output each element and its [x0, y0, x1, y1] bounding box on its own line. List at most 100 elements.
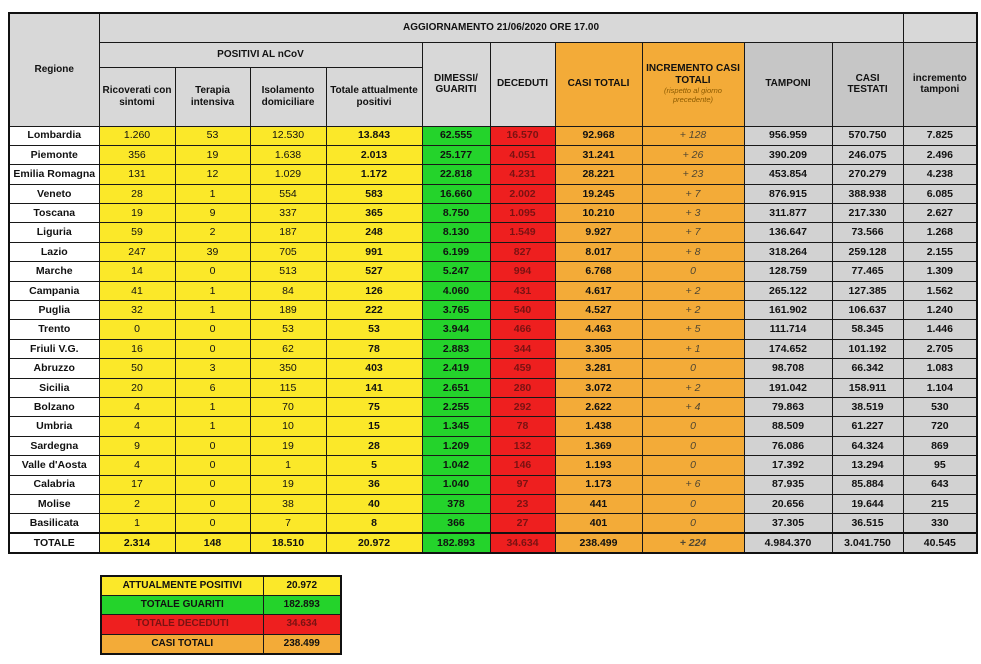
value-cell: + 23: [641, 164, 745, 185]
region-name-cell: Veneto: [8, 183, 100, 205]
value-cell: 0: [641, 493, 745, 515]
value-cell: 337: [249, 203, 327, 224]
value-cell: 23: [489, 493, 556, 515]
value-cell: 2.002: [489, 183, 556, 205]
value-cell: 9: [98, 435, 176, 457]
value-cell: + 5: [641, 319, 745, 340]
region-name-cell: Puglia: [8, 300, 100, 321]
summary-label: CASI TOTALI: [100, 633, 264, 655]
value-cell: 18.510: [249, 532, 327, 554]
incremento-casi-title: INCREMENTO CASI TOTALI: [646, 63, 740, 86]
value-cell: 1.240: [902, 300, 978, 321]
table-body: Lombardia 1.260 53 12.530 13.843 62.555 16.570…: [8, 125, 978, 554]
table-row: Friuli V.G. 16 0 62 78 2.883 344 3.305 + 1 174.65…: [8, 338, 978, 360]
region-name-cell: Lombardia: [8, 125, 100, 146]
value-cell: 32: [98, 300, 176, 321]
summary-row: TOTALE DECEDUTI 34.634: [100, 614, 342, 635]
value-cell: 161.902: [743, 300, 833, 321]
value-cell: 1.345: [421, 416, 491, 437]
summary-label: TOTALE GUARITI: [100, 594, 264, 616]
value-cell: 19: [249, 435, 327, 457]
value-cell: 540: [489, 300, 556, 321]
value-cell: 50: [98, 358, 176, 379]
value-cell: 1: [174, 183, 251, 205]
value-cell: 73.566: [831, 222, 904, 243]
value-cell: 876.915: [743, 183, 833, 205]
value-cell: 356: [98, 144, 176, 166]
value-cell: 1.095: [489, 203, 556, 224]
value-cell: 25.177: [421, 144, 491, 166]
value-cell: 76.086: [743, 435, 833, 457]
value-cell: 7.825: [902, 125, 978, 146]
value-cell: + 7: [641, 222, 745, 243]
title-spacer-cell: [902, 12, 978, 43]
table-row: Lazio 247 39 705 991 6.199 827 8.017 + 8 318.264 2…: [8, 241, 978, 263]
value-cell: 8: [325, 513, 423, 534]
value-cell: 2.883: [421, 338, 491, 360]
covid-region-table: Regione AGGIORNAMENTO 21/06/2020 ORE 17.…: [8, 12, 979, 554]
region-name-cell: Friuli V.G.: [8, 338, 100, 360]
summary-value: 238.499: [262, 633, 342, 655]
value-cell: 85.884: [831, 474, 904, 495]
region-name-cell: Basilicata: [8, 513, 100, 534]
value-cell: 2: [174, 222, 251, 243]
value-cell: 0: [641, 358, 745, 379]
casi-totali-header: CASI TOTALI: [554, 41, 643, 127]
region-name-cell: Sardegna: [8, 435, 100, 457]
value-cell: + 2: [641, 377, 745, 398]
value-cell: 5.247: [421, 261, 491, 282]
summary-row: ATTUALMENTE POSITIVI 20.972: [100, 575, 342, 596]
table-row: Veneto 28 1 554 583 16.660 2.002 19.245 + 7 876.9…: [8, 183, 978, 205]
region-name-cell: Molise: [8, 493, 100, 515]
value-cell: 705: [249, 241, 327, 263]
value-cell: 247: [98, 241, 176, 263]
value-cell: 2.255: [421, 396, 491, 418]
table-row: Trento 0 0 53 53 3.944 466 4.463 + 5 111.714 58.34…: [8, 319, 978, 340]
value-cell: 79.863: [743, 396, 833, 418]
value-cell: + 224: [641, 532, 745, 554]
value-cell: 311.877: [743, 203, 833, 224]
value-cell: 15: [325, 416, 423, 437]
region-name-cell: Toscana: [8, 203, 100, 224]
value-cell: 1.042: [421, 455, 491, 476]
value-cell: 643: [902, 474, 978, 495]
value-cell: 3.072: [554, 377, 643, 398]
value-cell: 6.199: [421, 241, 491, 263]
value-cell: 53: [174, 125, 251, 146]
region-name-cell: Calabria: [8, 474, 100, 495]
value-cell: 2.622: [554, 396, 643, 418]
value-cell: 70: [249, 396, 327, 418]
value-cell: 280: [489, 377, 556, 398]
terapia-intensiva-header: Terapia intensiva: [174, 66, 251, 127]
value-cell: 6.085: [902, 183, 978, 205]
value-cell: 41: [98, 280, 176, 302]
value-cell: 1.193: [554, 455, 643, 476]
value-cell: 583: [325, 183, 423, 205]
value-cell: 2.627: [902, 203, 978, 224]
value-cell: 75: [325, 396, 423, 418]
value-cell: 1: [174, 280, 251, 302]
value-cell: 827: [489, 241, 556, 263]
value-cell: 270.279: [831, 164, 904, 185]
value-cell: 3: [174, 358, 251, 379]
value-cell: 4: [98, 396, 176, 418]
region-name-cell: Marche: [8, 261, 100, 282]
value-cell: 40.545: [902, 532, 978, 554]
value-cell: 4: [98, 416, 176, 437]
value-cell: 3.944: [421, 319, 491, 340]
incremento-tamponi-header: incremento tamponi: [902, 41, 978, 127]
region-name-cell: Campania: [8, 280, 100, 302]
value-cell: 5: [325, 455, 423, 476]
casi-testati-header: CASI TESTATI: [831, 41, 904, 127]
value-cell: 9.927: [554, 222, 643, 243]
value-cell: 84: [249, 280, 327, 302]
value-cell: 1.638: [249, 144, 327, 166]
value-cell: 59: [98, 222, 176, 243]
value-cell: 0: [98, 319, 176, 340]
table-row: Valle d'Aosta 4 0 1 5 1.042 146 1.193 0 17.392 13.…: [8, 455, 978, 476]
value-cell: + 2: [641, 280, 745, 302]
value-cell: 1.369: [554, 435, 643, 457]
value-cell: 292: [489, 396, 556, 418]
value-cell: 95: [902, 455, 978, 476]
value-cell: 191.042: [743, 377, 833, 398]
